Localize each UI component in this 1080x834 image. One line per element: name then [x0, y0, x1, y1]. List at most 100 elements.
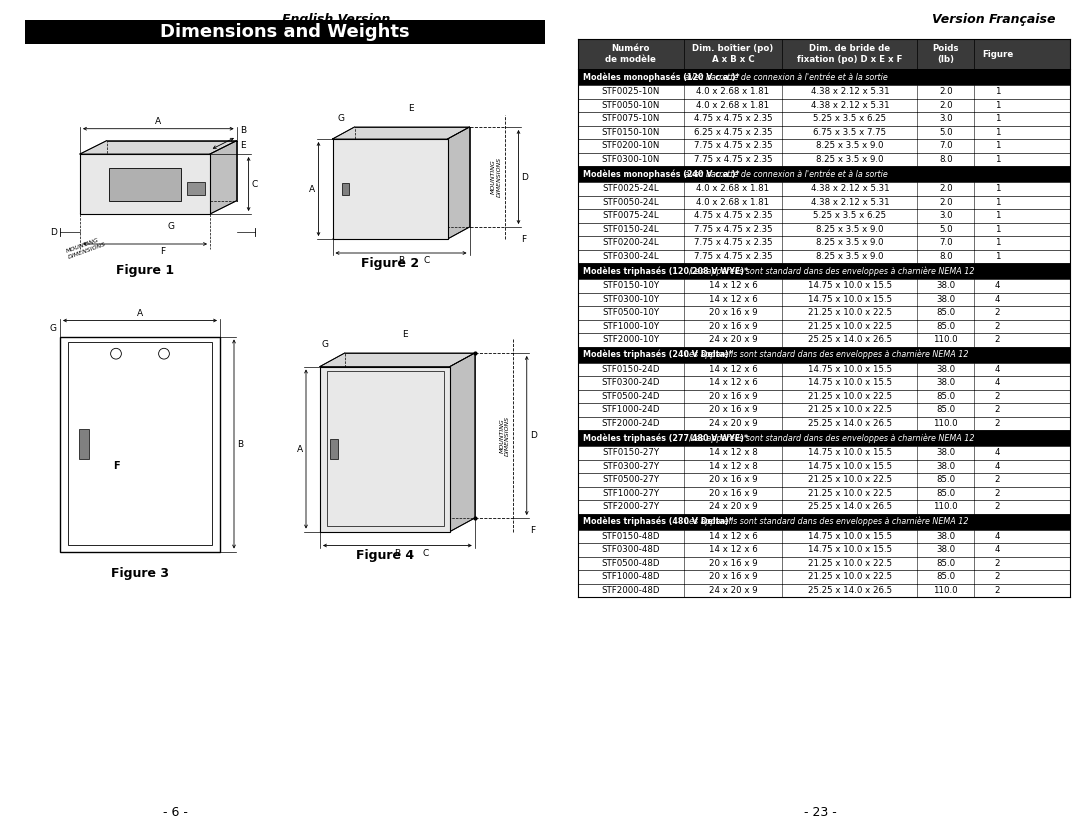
Text: B: B: [394, 549, 401, 557]
Text: 38.0: 38.0: [936, 364, 956, 374]
Text: avec barrette de connexion à l'entrée et à la sortie: avec barrette de connexion à l'entrée et…: [683, 169, 888, 178]
Polygon shape: [210, 141, 237, 214]
Text: 2: 2: [995, 559, 1000, 568]
Text: 4.38 x 2.12 x 5.31: 4.38 x 2.12 x 5.31: [810, 101, 889, 110]
Text: Dimensions and Weights: Dimensions and Weights: [160, 23, 409, 41]
Bar: [578, 389, 1070, 403]
Polygon shape: [447, 127, 470, 239]
Text: Figure: Figure: [982, 49, 1013, 58]
Text: 21.25 x 10.0 x 22.5: 21.25 x 10.0 x 22.5: [808, 405, 892, 414]
Bar: [578, 182, 1070, 195]
Text: Figure 4: Figure 4: [356, 550, 414, 562]
Bar: [341, 183, 349, 195]
Text: 14.75 x 10.0 x 15.5: 14.75 x 10.0 x 15.5: [808, 545, 892, 555]
Bar: [109, 168, 180, 200]
Text: B: B: [397, 256, 404, 265]
Text: G: G: [337, 114, 345, 123]
Text: Figure 3: Figure 3: [111, 567, 168, 580]
Text: 85.0: 85.0: [936, 475, 956, 485]
Text: 20 x 16 x 9: 20 x 16 x 9: [708, 572, 757, 581]
Text: 24 x 20 x 9: 24 x 20 x 9: [708, 502, 757, 511]
Text: 21.25 x 10.0 x 22.5: 21.25 x 10.0 x 22.5: [808, 572, 892, 581]
Bar: [578, 195, 1070, 209]
Text: STF1000-27Y: STF1000-27Y: [603, 489, 660, 498]
Text: A: A: [297, 445, 303, 454]
Text: MOUNTING
DIMENSIONS: MOUNTING DIMENSIONS: [499, 415, 510, 455]
Text: 38.0: 38.0: [936, 448, 956, 457]
Bar: [578, 473, 1070, 486]
Text: 85.0: 85.0: [936, 405, 956, 414]
Bar: [578, 139, 1070, 153]
Bar: [578, 249, 1070, 263]
Text: D: D: [50, 228, 57, 237]
Text: 7.75 x 4.75 x 2.35: 7.75 x 4.75 x 2.35: [693, 252, 772, 261]
Text: Modèles monophasés (240 V c.a.)*: Modèles monophasés (240 V c.a.)*: [583, 169, 740, 178]
Text: 4.38 x 2.12 x 5.31: 4.38 x 2.12 x 5.31: [810, 88, 889, 96]
Text: 1: 1: [995, 211, 1000, 220]
Text: 14.75 x 10.0 x 15.5: 14.75 x 10.0 x 15.5: [808, 448, 892, 457]
Text: STF0300-10Y: STF0300-10Y: [603, 294, 660, 304]
Text: STF2000-27Y: STF2000-27Y: [603, 502, 660, 511]
Polygon shape: [450, 353, 475, 531]
Text: Poids
(lb): Poids (lb): [932, 44, 959, 64]
Text: 4.38 x 2.12 x 5.31: 4.38 x 2.12 x 5.31: [810, 184, 889, 193]
Text: 4.0 x 2.68 x 1.81: 4.0 x 2.68 x 1.81: [697, 198, 770, 207]
Text: STF0025-24L: STF0025-24L: [603, 184, 659, 193]
Text: - 6 -: - 6 -: [163, 806, 188, 818]
Bar: [578, 376, 1070, 389]
Text: 14 x 12 x 6: 14 x 12 x 6: [708, 379, 757, 387]
Text: Dim. boîtier (po)
A x B x C: Dim. boîtier (po) A x B x C: [692, 44, 773, 64]
Text: B: B: [237, 440, 243, 449]
Text: 38.0: 38.0: [936, 281, 956, 290]
Text: 4.75 x 4.75 x 2.35: 4.75 x 4.75 x 2.35: [693, 114, 772, 123]
Text: 110.0: 110.0: [933, 419, 958, 428]
Text: 2: 2: [995, 585, 1000, 595]
Text: 85.0: 85.0: [936, 489, 956, 498]
Text: 1: 1: [995, 101, 1000, 110]
Text: 4.75 x 4.75 x 2.35: 4.75 x 4.75 x 2.35: [693, 211, 772, 220]
Bar: [25, 20, 545, 44]
Bar: [578, 333, 1070, 346]
Text: E: E: [241, 141, 246, 150]
Text: 7.0: 7.0: [939, 239, 953, 247]
Text: 25.25 x 14.0 x 26.5: 25.25 x 14.0 x 26.5: [808, 502, 892, 511]
Text: 4: 4: [995, 294, 1000, 304]
Text: 1: 1: [995, 114, 1000, 123]
Text: 85.0: 85.0: [936, 392, 956, 401]
Text: STF0050-10N: STF0050-10N: [602, 101, 660, 110]
Text: 1: 1: [995, 155, 1000, 163]
Text: 7.75 x 4.75 x 2.35: 7.75 x 4.75 x 2.35: [693, 141, 772, 150]
Bar: [578, 500, 1070, 514]
Text: STF0500-27Y: STF0500-27Y: [603, 475, 660, 485]
Text: STF0075-24L: STF0075-24L: [603, 211, 659, 220]
Bar: [578, 556, 1070, 570]
Text: 4.38 x 2.12 x 5.31: 4.38 x 2.12 x 5.31: [810, 198, 889, 207]
Text: STF0150-27Y: STF0150-27Y: [603, 448, 660, 457]
Text: 4: 4: [995, 379, 1000, 387]
Text: 14 x 12 x 6: 14 x 12 x 6: [708, 364, 757, 374]
Text: Les appareils sont standard dans des enveloppes à charnière NEMA 12: Les appareils sont standard dans des env…: [683, 349, 969, 359]
Text: C: C: [252, 179, 258, 188]
Text: STF0500-10Y: STF0500-10Y: [603, 309, 660, 317]
Text: Modèles triphasés (120/208 V WYE)*: Modèles triphasés (120/208 V WYE)*: [583, 266, 748, 276]
Bar: [578, 403, 1070, 416]
Text: B: B: [241, 126, 246, 135]
Text: 21.25 x 10.0 x 22.5: 21.25 x 10.0 x 22.5: [808, 322, 892, 331]
Text: F: F: [530, 526, 535, 535]
Text: 14.75 x 10.0 x 15.5: 14.75 x 10.0 x 15.5: [808, 532, 892, 540]
Text: 2: 2: [995, 502, 1000, 511]
Text: 6.75 x 3.5 x 7.75: 6.75 x 3.5 x 7.75: [813, 128, 887, 137]
Text: 21.25 x 10.0 x 22.5: 21.25 x 10.0 x 22.5: [808, 489, 892, 498]
Text: G: G: [50, 324, 57, 333]
Text: STF0300-24L: STF0300-24L: [603, 252, 659, 261]
Text: 14.75 x 10.0 x 15.5: 14.75 x 10.0 x 15.5: [808, 364, 892, 374]
Text: 85.0: 85.0: [936, 322, 956, 331]
Bar: [578, 263, 1070, 279]
Text: Modèles triphasés (480 V Delta)*: Modèles triphasés (480 V Delta)*: [583, 517, 732, 526]
Text: Figure 2: Figure 2: [361, 257, 419, 270]
Text: 85.0: 85.0: [936, 559, 956, 568]
Text: STF1000-24D: STF1000-24D: [602, 405, 660, 414]
Text: D: D: [522, 173, 528, 182]
Text: 4: 4: [995, 532, 1000, 540]
Bar: [60, 336, 220, 551]
